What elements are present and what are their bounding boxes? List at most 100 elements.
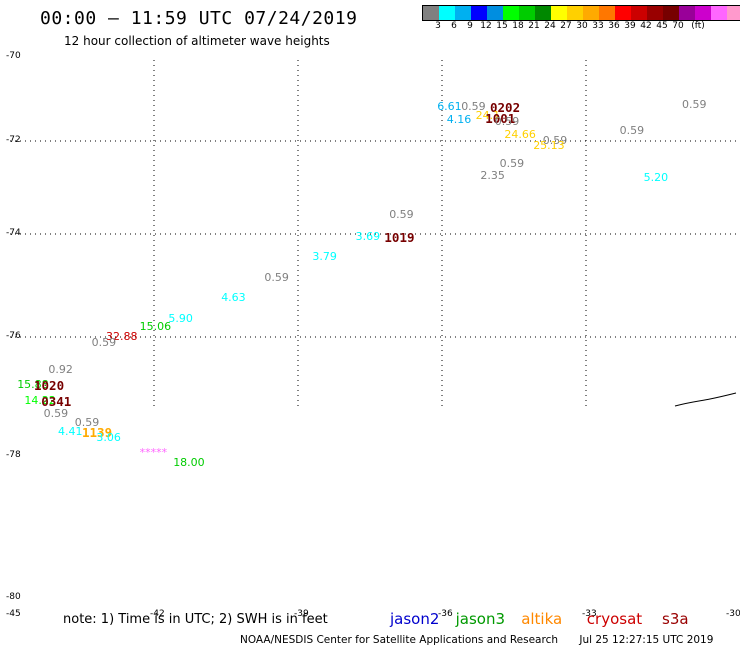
wave-height-label: 4.63 (221, 291, 246, 305)
wave-height-label: 0.92 (48, 362, 73, 376)
satellite-legend-item: cryosat (586, 610, 643, 628)
colorbar-tick-label: 24 (544, 21, 556, 31)
colorbar-swatch (535, 6, 551, 20)
colorbar-tick-label: 21 (528, 21, 540, 31)
colorbar-legend (422, 5, 740, 21)
latitude-label: -70 (6, 51, 21, 61)
colorbar-swatch (551, 6, 567, 20)
colorbar-tick-label: 15 (496, 21, 508, 31)
latitude-label: -80 (6, 592, 21, 602)
colorbar-tick-label: 70 (672, 21, 684, 31)
satellite-legend-item: altika (521, 610, 563, 628)
colorbar-tick-label: 30 (576, 21, 588, 31)
wave-height-label: 3.69 (355, 229, 381, 243)
colorbar-tick-label: 3 (435, 21, 441, 31)
colorbar-tick-label: 6 (451, 21, 457, 31)
longitude-label: -45 (6, 609, 21, 619)
wave-height-label: 0.59 (619, 123, 645, 137)
wave-height-label: 0.59 (682, 98, 707, 112)
page-title: 00:00 – 11:59 UTC 07/24/2019 (40, 8, 358, 29)
wave-height-label: 0.59 (494, 115, 520, 129)
wave-height-label: 15.88 (17, 377, 49, 391)
satellite-legend-item: jason2 (390, 610, 440, 628)
wave-height-label: 24.66 (504, 127, 536, 141)
wave-height-label: 0.59 (74, 416, 100, 430)
wave-height-label: 15.06 (139, 319, 172, 333)
note-text: note: 1) Time is in UTC; 2) SWH is in fe… (63, 612, 328, 627)
wave-height-label: 0.59 (389, 208, 414, 222)
pass-time-label: 0202 (490, 100, 521, 116)
longitude-label: -42 (150, 609, 165, 619)
pass-time-label: 1020 (34, 377, 65, 393)
colorbar-swatch (663, 6, 679, 20)
colorbar-swatch (727, 6, 740, 20)
colorbar-swatch (439, 6, 455, 20)
colorbar-tick-label: 18 (512, 21, 524, 31)
colorbar-tick-label: 45 (656, 21, 668, 31)
colorbar-swatch (647, 6, 663, 20)
wave-height-label: 24.1 (475, 108, 501, 122)
colorbar-swatch (567, 6, 583, 20)
footer: NOAA/NESDIS Center for Satellite Applica… (240, 634, 713, 646)
colorbar-tick-label: 36 (608, 21, 620, 31)
wave-height-label: 0.59 (91, 335, 117, 349)
colorbar-unit: (ft) (691, 21, 705, 31)
wave-height-label: 0.59 (461, 100, 486, 114)
page-subtitle: 12 hour collection of altimeter wave hei… (64, 34, 330, 48)
wave-height-label: 3.79 (312, 250, 337, 264)
wave-height-label: 0.59 (43, 407, 69, 421)
latitude-label: -76 (6, 331, 21, 341)
longitude-label: -30 (726, 609, 740, 619)
wave-height-label: 0.59 (264, 270, 289, 284)
latitude-label: -78 (6, 450, 21, 460)
satellite-legend-item: jason3 (455, 610, 505, 628)
wave-height-label: 5.90 (168, 311, 193, 325)
colorbar-tick-label: 9 (467, 21, 473, 31)
colorbar-swatch (583, 6, 599, 20)
longitude-label: -39 (294, 609, 309, 619)
pass-time-label: 1019 (384, 229, 415, 245)
colorbar-swatch (471, 6, 487, 20)
colorbar-tick-label: 27 (560, 21, 572, 31)
pass-time-label: 0341 (41, 394, 72, 410)
wave-height-label: 18.00 (173, 456, 205, 470)
colorbar-tick-label: 33 (592, 21, 604, 31)
colorbar-swatch (711, 6, 727, 20)
wave-height-label: 32.88 (106, 330, 138, 343)
wave-height-label: 25.13 (533, 138, 565, 152)
colorbar-swatch (599, 6, 615, 20)
colorbar-swatch (615, 6, 631, 20)
pass-time-label: 1139 (82, 425, 113, 441)
colorbar-swatch (695, 6, 711, 20)
coastline (674, 392, 737, 407)
colorbar-swatch (487, 6, 503, 20)
longitude-label: -33 (582, 609, 597, 619)
colorbar-swatch (631, 6, 647, 20)
wave-height-label: 0.59 (542, 134, 568, 147)
colorbar-swatch (519, 6, 535, 20)
wave-height-label: 0.59 (499, 157, 525, 171)
lat-lon-grid (10, 60, 736, 408)
colorbar-swatch (423, 6, 439, 20)
colorbar-swatch (455, 6, 471, 20)
latitude-label: -74 (6, 228, 21, 238)
wave-height-label: 5.20 (643, 171, 669, 185)
wave-height-label: 4.41 (58, 425, 83, 439)
colorbar-swatch (679, 6, 695, 20)
longitude-label: -36 (438, 609, 453, 619)
wave-height-label: 3.06 (96, 431, 121, 445)
latitude-label: -72 (6, 135, 21, 145)
wave-height-label: ***** (139, 446, 168, 460)
wave-height-label: 4.16 (446, 113, 472, 126)
satellite-legend-item: s3a (662, 610, 689, 628)
pass-time-label: 1001 (485, 110, 516, 126)
wave-height-label: 6.61 (437, 100, 462, 114)
footer-credit: NOAA/NESDIS Center for Satellite Applica… (240, 634, 558, 646)
footer-timestamp: Jul 25 12:27:15 UTC 2019 (579, 634, 714, 646)
colorbar-tick-label: 12 (480, 21, 492, 31)
wave-height-label: 14.22 (24, 394, 56, 408)
colorbar-swatch (503, 6, 519, 20)
colorbar-tick-label: 39 (624, 21, 636, 31)
colorbar-tick-label: 42 (640, 21, 652, 31)
